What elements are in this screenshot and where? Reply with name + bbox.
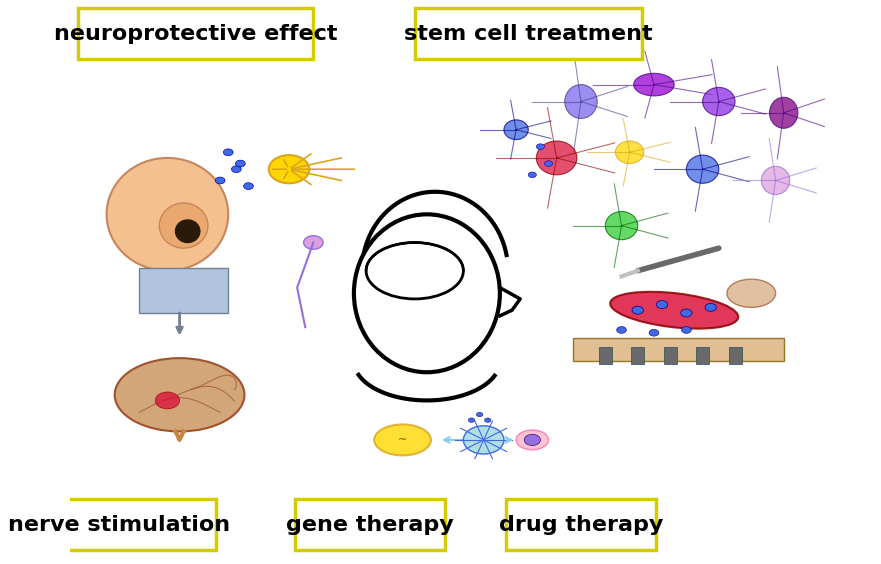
Ellipse shape [761, 166, 789, 195]
Ellipse shape [175, 220, 200, 243]
Ellipse shape [537, 141, 577, 175]
FancyBboxPatch shape [78, 8, 314, 59]
Circle shape [524, 434, 540, 446]
Circle shape [244, 183, 254, 190]
FancyBboxPatch shape [573, 338, 784, 361]
Ellipse shape [605, 212, 638, 240]
Circle shape [215, 177, 225, 184]
Circle shape [304, 236, 323, 249]
FancyBboxPatch shape [21, 499, 216, 550]
Circle shape [529, 172, 537, 178]
Text: drug therapy: drug therapy [499, 514, 663, 535]
Ellipse shape [107, 158, 228, 271]
Ellipse shape [686, 155, 719, 183]
Ellipse shape [516, 430, 549, 450]
Ellipse shape [769, 97, 798, 128]
FancyBboxPatch shape [295, 499, 445, 550]
Circle shape [232, 166, 241, 173]
Ellipse shape [703, 87, 735, 116]
Ellipse shape [727, 279, 775, 307]
Circle shape [649, 329, 659, 336]
FancyBboxPatch shape [506, 499, 656, 550]
Text: stem cell treatment: stem cell treatment [404, 24, 653, 44]
FancyBboxPatch shape [599, 347, 611, 364]
Circle shape [477, 412, 483, 417]
Ellipse shape [374, 424, 431, 456]
Circle shape [463, 426, 504, 454]
FancyBboxPatch shape [696, 347, 709, 364]
FancyBboxPatch shape [729, 347, 742, 364]
Text: ~: ~ [398, 435, 407, 445]
Ellipse shape [159, 203, 208, 248]
Circle shape [485, 418, 491, 422]
Ellipse shape [504, 120, 529, 139]
Circle shape [682, 327, 692, 333]
Circle shape [235, 160, 245, 167]
Circle shape [656, 301, 668, 309]
FancyBboxPatch shape [139, 268, 228, 313]
Ellipse shape [115, 358, 244, 431]
Circle shape [544, 161, 552, 166]
Circle shape [224, 149, 233, 156]
Text: neuroprotective effect: neuroprotective effect [54, 24, 337, 44]
Circle shape [269, 155, 309, 183]
Circle shape [705, 303, 716, 311]
Ellipse shape [611, 292, 738, 329]
Text: nerve stimulation: nerve stimulation [8, 514, 230, 535]
Circle shape [681, 309, 692, 317]
FancyBboxPatch shape [415, 8, 641, 59]
Circle shape [537, 144, 544, 149]
Ellipse shape [633, 73, 674, 96]
Circle shape [617, 327, 626, 333]
Circle shape [632, 306, 643, 314]
Circle shape [468, 418, 475, 422]
Ellipse shape [565, 85, 597, 118]
FancyBboxPatch shape [663, 347, 677, 364]
FancyBboxPatch shape [632, 347, 644, 364]
Circle shape [155, 392, 180, 409]
Text: gene therapy: gene therapy [286, 514, 454, 535]
Ellipse shape [616, 141, 644, 164]
